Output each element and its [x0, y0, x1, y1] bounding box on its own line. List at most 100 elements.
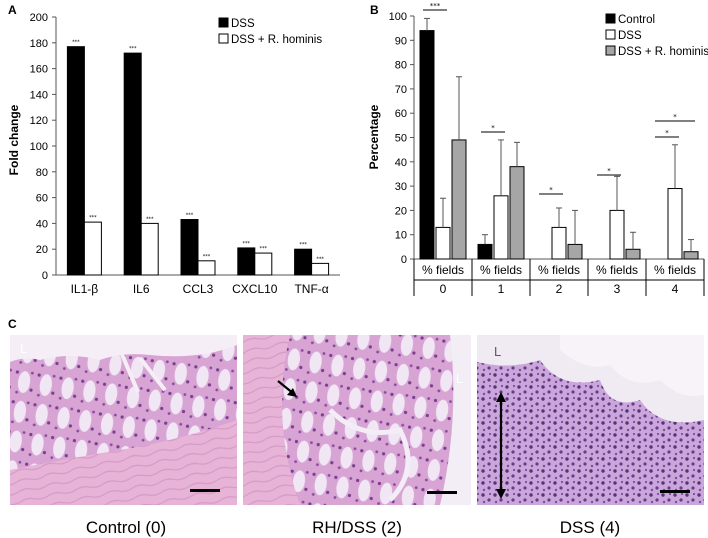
chart-a-legend-label: DSS: [231, 18, 255, 30]
chart-b-legend-label: DSS + R. hominis: [618, 46, 708, 58]
chart-b-sig-label: ***: [430, 2, 441, 10]
chart-b-ytick-label: 10: [395, 230, 407, 242]
histology-lumen-label-1: L: [20, 341, 27, 356]
chart-b-legend-swatch: [605, 45, 616, 56]
chart-b-sig-label: *: [549, 186, 553, 194]
chart-a-sig-label: ***: [203, 254, 211, 260]
chart-a-ytick-label: 160: [30, 64, 48, 76]
chart-b-bars: [419, 17, 699, 260]
chart-b-ytick-label: 50: [395, 133, 407, 145]
chart-b-bar-dss: [667, 188, 683, 260]
chart-b-ylabel: Percentage: [367, 104, 381, 169]
chart-a-ytick-label: 140: [30, 89, 48, 101]
chart-b-legend-label: DSS: [618, 30, 642, 42]
chart-b-bar-dss: [493, 195, 509, 260]
chart-a-sig-label: ***: [129, 46, 137, 52]
chart-a-bar-dss-rh: [83, 221, 102, 276]
chart-b-legend-swatch: [605, 29, 616, 40]
chart-b-category-index: 2: [556, 282, 563, 296]
chart-a-ytick-label: 180: [30, 38, 48, 50]
chart-a-category-label: IL6: [133, 282, 150, 296]
chart-a-ytick-label: 100: [30, 141, 48, 153]
chart-a-bar-dss: [294, 248, 313, 276]
chart-a: Fold change 020406080100120140160180200 …: [7, 12, 340, 296]
chart-b-category-index: 3: [614, 282, 621, 296]
chart-a-sig-label: ***: [186, 213, 194, 219]
chart-a-bar-dss-rh: [140, 222, 159, 276]
chart-a-bar-dss-rh: [197, 260, 216, 276]
chart-b-categories: % fields 0 % fields 1 % fields 2 % fields 3 % fi…: [413, 259, 705, 296]
chart-b-category-index: 0: [440, 282, 447, 296]
chart-a-sig-label: ***: [260, 246, 268, 252]
chart-b-bar-control: [419, 30, 435, 260]
chart-b-bar-dss-rh: [683, 251, 699, 260]
histology-lumen-label-3: L: [494, 344, 501, 359]
chart-a-ytick-label: 60: [36, 193, 48, 205]
chart-a-bar-dss-rh: [311, 262, 330, 276]
chart-b-bar-control: [477, 243, 493, 260]
chart-b-legend-label: Control: [618, 14, 655, 26]
chart-b-category-label: % fields: [654, 263, 696, 277]
scale-bar-1: [190, 489, 220, 492]
chart-a-category-label: CCL3: [183, 282, 214, 296]
chart-b-sig-label: *: [607, 167, 611, 175]
chart-b-bar-dss-rh: [567, 243, 583, 260]
chart-a-bar-dss-rh: [254, 252, 273, 276]
chart-b-significance: ********: [423, 2, 695, 195]
chart-b-ytick-label: 100: [389, 11, 407, 23]
chart-b-bar-dss-rh: [451, 139, 467, 260]
chart-a-ytick-label: 40: [36, 218, 48, 230]
chart-b-bar-dss-rh: [509, 166, 525, 260]
histology-lumen-label-2: L: [456, 371, 463, 386]
panel-letter-b: B: [370, 3, 379, 17]
chart-a-legend-label: DSS + R. hominis: [231, 34, 322, 46]
chart-a-category-label: TNF-α: [294, 282, 328, 296]
caption-control: Control (0): [86, 518, 166, 537]
histology-image-control: L: [10, 335, 237, 505]
chart-a-bars: *** *** *** *** *** *** *** *** *** ***: [66, 40, 330, 276]
chart-b-ytick-label: 0: [401, 254, 407, 266]
scale-bar-3: [660, 490, 690, 493]
chart-a-category-label: IL1-β: [71, 282, 99, 296]
caption-rh-dss: RH/DSS (2): [312, 518, 402, 537]
chart-b-category-index: 4: [672, 282, 679, 296]
chart-a-bar-dss: [180, 219, 199, 276]
histology-image-rh-dss: L: [243, 335, 471, 505]
chart-b-ytick-label: 30: [395, 181, 407, 193]
chart-b-bar-dss: [435, 226, 451, 260]
chart-b-category-label: % fields: [422, 263, 464, 277]
chart-a-ytick-label: 120: [30, 115, 48, 127]
chart-a-sig-label: ***: [72, 40, 80, 46]
chart-a-ytick-label: 200: [30, 12, 48, 24]
chart-b-ytick-label: 80: [395, 60, 407, 72]
chart-b-sig-label: *: [665, 129, 669, 137]
chart-b-legend: Control DSS DSS + R. hominis: [605, 13, 708, 58]
chart-b-bar-dss-rh: [625, 248, 641, 260]
chart-a-ylabel: Fold change: [7, 104, 21, 175]
chart-a-ytick-label: 0: [42, 270, 48, 282]
chart-a-categories: IL1-β IL6 CCL3 CXCL10 TNF-α: [71, 282, 329, 296]
chart-b-ytick-label: 60: [395, 108, 407, 120]
chart-b-bar-dss: [551, 226, 567, 260]
panel-letter-a: A: [8, 3, 17, 17]
chart-b-sig-label: *: [673, 113, 677, 121]
chart-a-sig-label: ***: [243, 241, 251, 247]
chart-b-category-label: % fields: [480, 263, 522, 277]
chart-a-bar-dss: [123, 52, 142, 276]
chart-a-sig-label: ***: [146, 216, 154, 222]
chart-b-ytick-label: 20: [395, 205, 407, 217]
chart-b-ytick-label: 70: [395, 84, 407, 96]
chart-a-legend-swatch: [218, 17, 229, 28]
chart-a-category-label: CXCL10: [232, 282, 278, 296]
chart-b-ytick-label: 40: [395, 157, 407, 169]
caption-dss: DSS (4): [560, 518, 620, 537]
chart-a-sig-label: ***: [316, 256, 324, 262]
chart-b-category-label: % fields: [538, 263, 580, 277]
chart-a-sig-label: ***: [299, 242, 307, 248]
chart-a-bar-dss: [237, 247, 256, 276]
chart-a-ytick-label: 80: [36, 167, 48, 179]
chart-a-legend-swatch: [218, 33, 229, 44]
histology-image-dss: L: [477, 335, 704, 505]
